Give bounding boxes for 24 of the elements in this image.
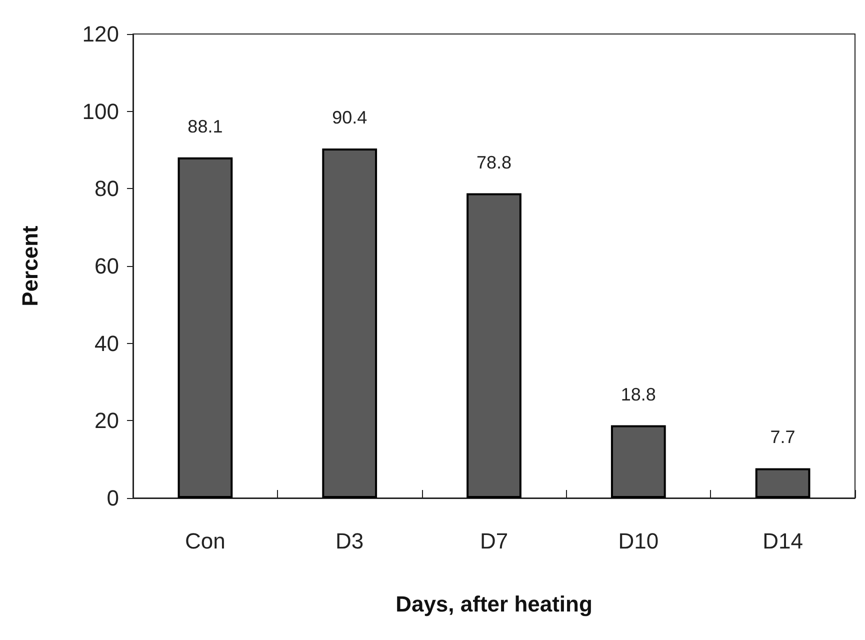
y-tick-label: 40 bbox=[94, 330, 119, 356]
x-tick-label: D3 bbox=[336, 528, 364, 554]
x-tick-label: D14 bbox=[762, 528, 803, 554]
bar bbox=[755, 468, 810, 498]
y-axis-title: Percent bbox=[18, 224, 42, 306]
y-tick-label: 100 bbox=[82, 98, 119, 124]
data-label: 88.1 bbox=[188, 116, 223, 136]
data-label: 18.8 bbox=[620, 384, 656, 404]
bar bbox=[610, 425, 666, 498]
x-axis-title: Days, after heating bbox=[396, 592, 592, 616]
x-tick-label: Con bbox=[185, 528, 226, 554]
x-tick-label: D7 bbox=[480, 528, 508, 554]
y-tick-label: 120 bbox=[82, 22, 119, 46]
data-label: 90.4 bbox=[332, 107, 368, 128]
bar bbox=[322, 148, 378, 498]
y-tick-label: 60 bbox=[94, 254, 119, 278]
y-tick-label: 20 bbox=[94, 408, 119, 434]
bar bbox=[178, 157, 233, 498]
data-label: 78.8 bbox=[476, 152, 512, 172]
y-tick-label: 80 bbox=[94, 176, 119, 202]
y-tick-label: 0 bbox=[106, 486, 119, 510]
bar bbox=[466, 193, 522, 498]
data-label: 7.7 bbox=[770, 427, 796, 448]
x-tick-label: D10 bbox=[618, 528, 659, 554]
